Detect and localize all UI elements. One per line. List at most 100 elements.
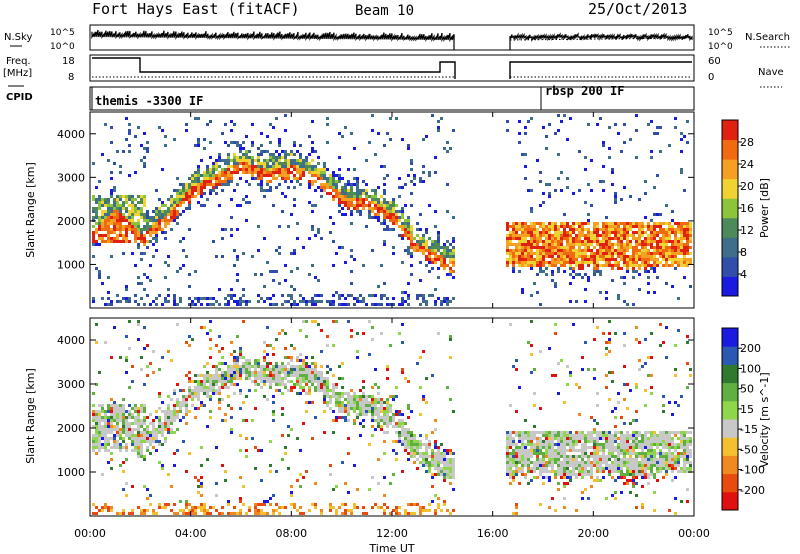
velocity-cell: [401, 341, 404, 344]
velocity-cell: [281, 434, 284, 437]
velocity-cell: [125, 359, 128, 362]
power-cell: [689, 231, 692, 234]
velocity-cell: [449, 467, 452, 470]
velocity-cell: [236, 335, 239, 338]
power-cell: [623, 255, 626, 258]
velocity-cell: [167, 395, 170, 398]
velocity-cell: [407, 380, 410, 383]
velocity-cell: [431, 455, 434, 458]
power-cell: [614, 231, 617, 234]
velocity-cell: [104, 437, 107, 440]
velocity-cell: [512, 455, 515, 458]
power-cell: [623, 243, 626, 246]
velocity-cell: [389, 422, 392, 425]
velocity-cell: [380, 410, 383, 413]
power-cell: [332, 222, 335, 225]
velocity-cell: [380, 404, 383, 407]
power-cell: [98, 234, 101, 237]
velocity-cell: [230, 368, 233, 371]
velocity-cell: [311, 356, 314, 359]
velocity-cell: [143, 422, 146, 425]
power-cell: [338, 204, 341, 207]
power-cell: [395, 210, 398, 213]
power-cell: [212, 174, 215, 177]
velocity-cell: [536, 431, 539, 434]
power-cell: [686, 231, 689, 234]
power-cell: [422, 297, 425, 300]
power-cell: [449, 300, 452, 303]
velocity-cell: [599, 431, 602, 434]
velocity-cell: [221, 347, 224, 350]
velocity-cell: [104, 506, 107, 509]
power-cell: [146, 150, 149, 153]
velocity-cell: [515, 410, 518, 413]
power-cell: [443, 264, 446, 267]
power-cell: [524, 240, 527, 243]
power-cell: [686, 261, 689, 264]
velocity-cell: [137, 449, 140, 452]
power-cell: [554, 234, 557, 237]
power-cell: [134, 135, 137, 138]
velocity-cell: [452, 467, 455, 470]
power-cell: [512, 225, 515, 228]
power-cell: [311, 297, 314, 300]
power-cell: [533, 282, 536, 285]
power-cell: [602, 222, 605, 225]
power-cell: [512, 237, 515, 240]
power-cell: [401, 225, 404, 228]
velocity-cell: [437, 458, 440, 461]
velocity-cell: [131, 428, 134, 431]
power-cell: [590, 204, 593, 207]
power-cell: [602, 237, 605, 240]
power-cell: [392, 213, 395, 216]
velocity-cell: [215, 446, 218, 449]
power-cell: [431, 240, 434, 243]
velocity-cell: [590, 485, 593, 488]
power-cell: [527, 252, 530, 255]
velocity-cell: [431, 464, 434, 467]
power-cell: [671, 225, 674, 228]
velocity-cell: [515, 449, 518, 452]
power-cell: [548, 246, 551, 249]
velocity-cell: [521, 446, 524, 449]
power-cell: [386, 225, 389, 228]
velocity-cell: [125, 425, 128, 428]
velocity-cell: [437, 332, 440, 335]
velocity-cell: [203, 392, 206, 395]
velocity-cell: [230, 416, 233, 419]
power-cell: [650, 267, 653, 270]
power-cell: [659, 228, 662, 231]
power-cell: [110, 300, 113, 303]
power-cell: [662, 258, 665, 261]
velocity-cell: [599, 467, 602, 470]
power-cell: [209, 168, 212, 171]
velocity-cell: [635, 473, 638, 476]
power-cell: [587, 222, 590, 225]
velocity-cell: [518, 440, 521, 443]
power-cell: [317, 162, 320, 165]
power-cell: [440, 255, 443, 258]
velocity-cell: [308, 401, 311, 404]
velocity-cell: [632, 443, 635, 446]
power-cell: [353, 168, 356, 171]
velocity-cell: [110, 356, 113, 359]
power-cell: [314, 276, 317, 279]
velocity-cell: [395, 413, 398, 416]
velocity-cell: [542, 476, 545, 479]
power-cell: [566, 258, 569, 261]
power-cell: [614, 192, 617, 195]
velocity-cell: [407, 437, 410, 440]
velocity-cell: [575, 437, 578, 440]
power-cell: [650, 240, 653, 243]
power-cell: [419, 261, 422, 264]
power-cell: [395, 204, 398, 207]
velocity-cell: [596, 452, 599, 455]
power-cell: [107, 213, 110, 216]
power-cell: [320, 300, 323, 303]
power-cell: [632, 246, 635, 249]
velocity-cell: [374, 398, 377, 401]
power-cell: [161, 231, 164, 234]
power-cell: [587, 276, 590, 279]
power-cell: [626, 258, 629, 261]
power-cell: [260, 171, 263, 174]
